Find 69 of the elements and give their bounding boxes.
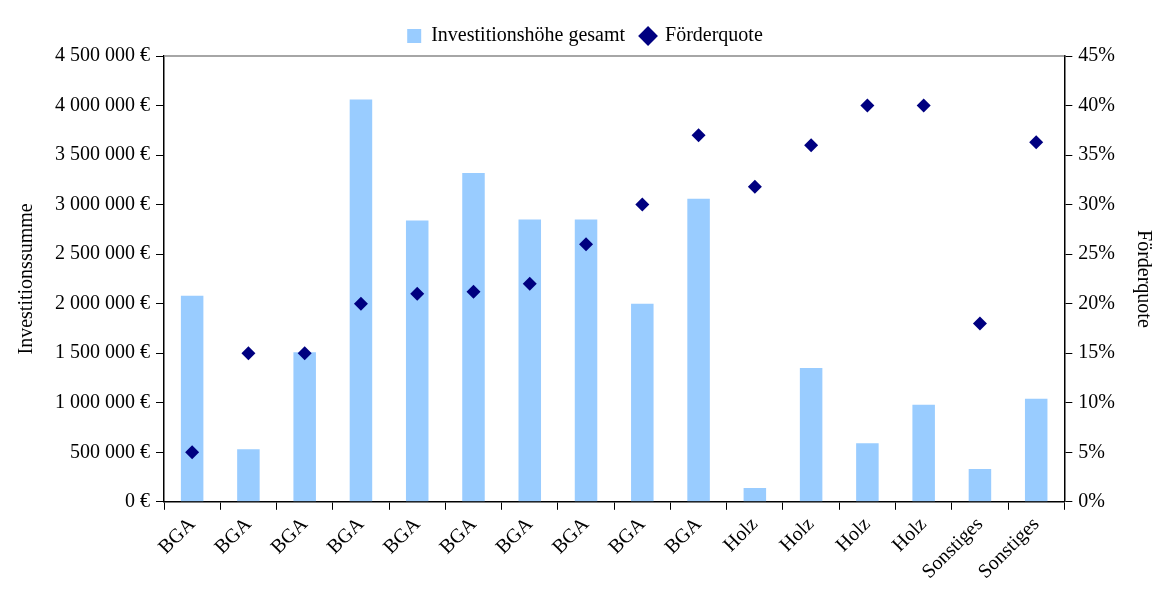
y2-tick-label: 25% [1078,241,1116,264]
y-tick-label: 4 000 000 € [55,92,150,115]
x-tick-label: BGA [659,511,706,558]
x-tick-label: BGA [209,511,256,558]
y-tick-label: 2 500 000 € [55,241,150,264]
y2-tick-label: 35% [1078,142,1116,165]
point [353,296,368,311]
y2-tick-label: 30% [1078,191,1116,214]
point [747,179,762,194]
y2-axis-title: Förderquote [1132,230,1156,328]
y2-tick-label: 15% [1078,340,1116,363]
bar [856,443,879,502]
point [241,346,256,361]
bar [1024,398,1048,502]
y2-tick-label: 40% [1078,92,1116,115]
x-tick-label: Holz [718,512,762,556]
point [185,445,200,460]
point [691,128,706,143]
x-tick-label: BGA [153,511,200,558]
bar [799,368,823,502]
x-tick-label: BGA [265,511,312,558]
legend-label: Investitionshöhe gesamt [431,23,626,47]
bar [180,295,204,502]
bar [293,352,316,502]
point [297,346,312,361]
y2-tick-label: 45% [1078,43,1116,66]
point [860,98,875,113]
bar [349,99,373,502]
bar [743,487,767,502]
x-tick-label: Holz [830,512,875,556]
y-tick-label: 0 € [125,489,150,512]
x-tick-label: BGA [603,511,650,558]
point [635,197,650,212]
point [466,284,481,299]
x-tick-label: BGA [378,511,425,558]
y-axis-title: Investitionssumme [14,203,37,355]
bar [912,404,935,502]
x-tick-label: BGA [547,511,593,558]
y-tick-label: 2 000 000 € [55,290,150,313]
y-tick-label: 3 500 000 € [55,142,150,165]
bar [968,469,992,502]
y-tick-label: 1 500 000 € [55,340,150,363]
bar [462,172,485,502]
y-tick-label: 1 000 000 € [55,389,150,412]
bar [687,198,710,502]
point [916,98,931,113]
x-tick-label: Holz [774,512,818,556]
legend-label: Förderquote [665,23,763,47]
y2-tick-label: 5% [1078,439,1106,462]
bar [518,219,542,502]
y2-tick-label: 10% [1078,389,1116,412]
y-tick-label: 4 500 000 € [55,43,150,66]
y-tick-label: 500 000 € [70,439,150,462]
y-tick-label: 3 000 000 € [55,191,150,214]
bar [237,449,260,502]
point [579,237,594,252]
bar [574,219,598,502]
point [522,276,537,291]
bar [405,220,429,502]
bar [631,303,654,502]
x-tick-label: BGA [490,511,537,558]
point [410,286,425,301]
y2-tick-label: 0% [1078,489,1106,512]
point [804,138,819,153]
x-tick-label: BGA [434,511,481,558]
point [1029,135,1044,150]
y2-tick-label: 20% [1078,290,1116,313]
x-tick-label: BGA [322,511,368,558]
point [972,316,987,331]
